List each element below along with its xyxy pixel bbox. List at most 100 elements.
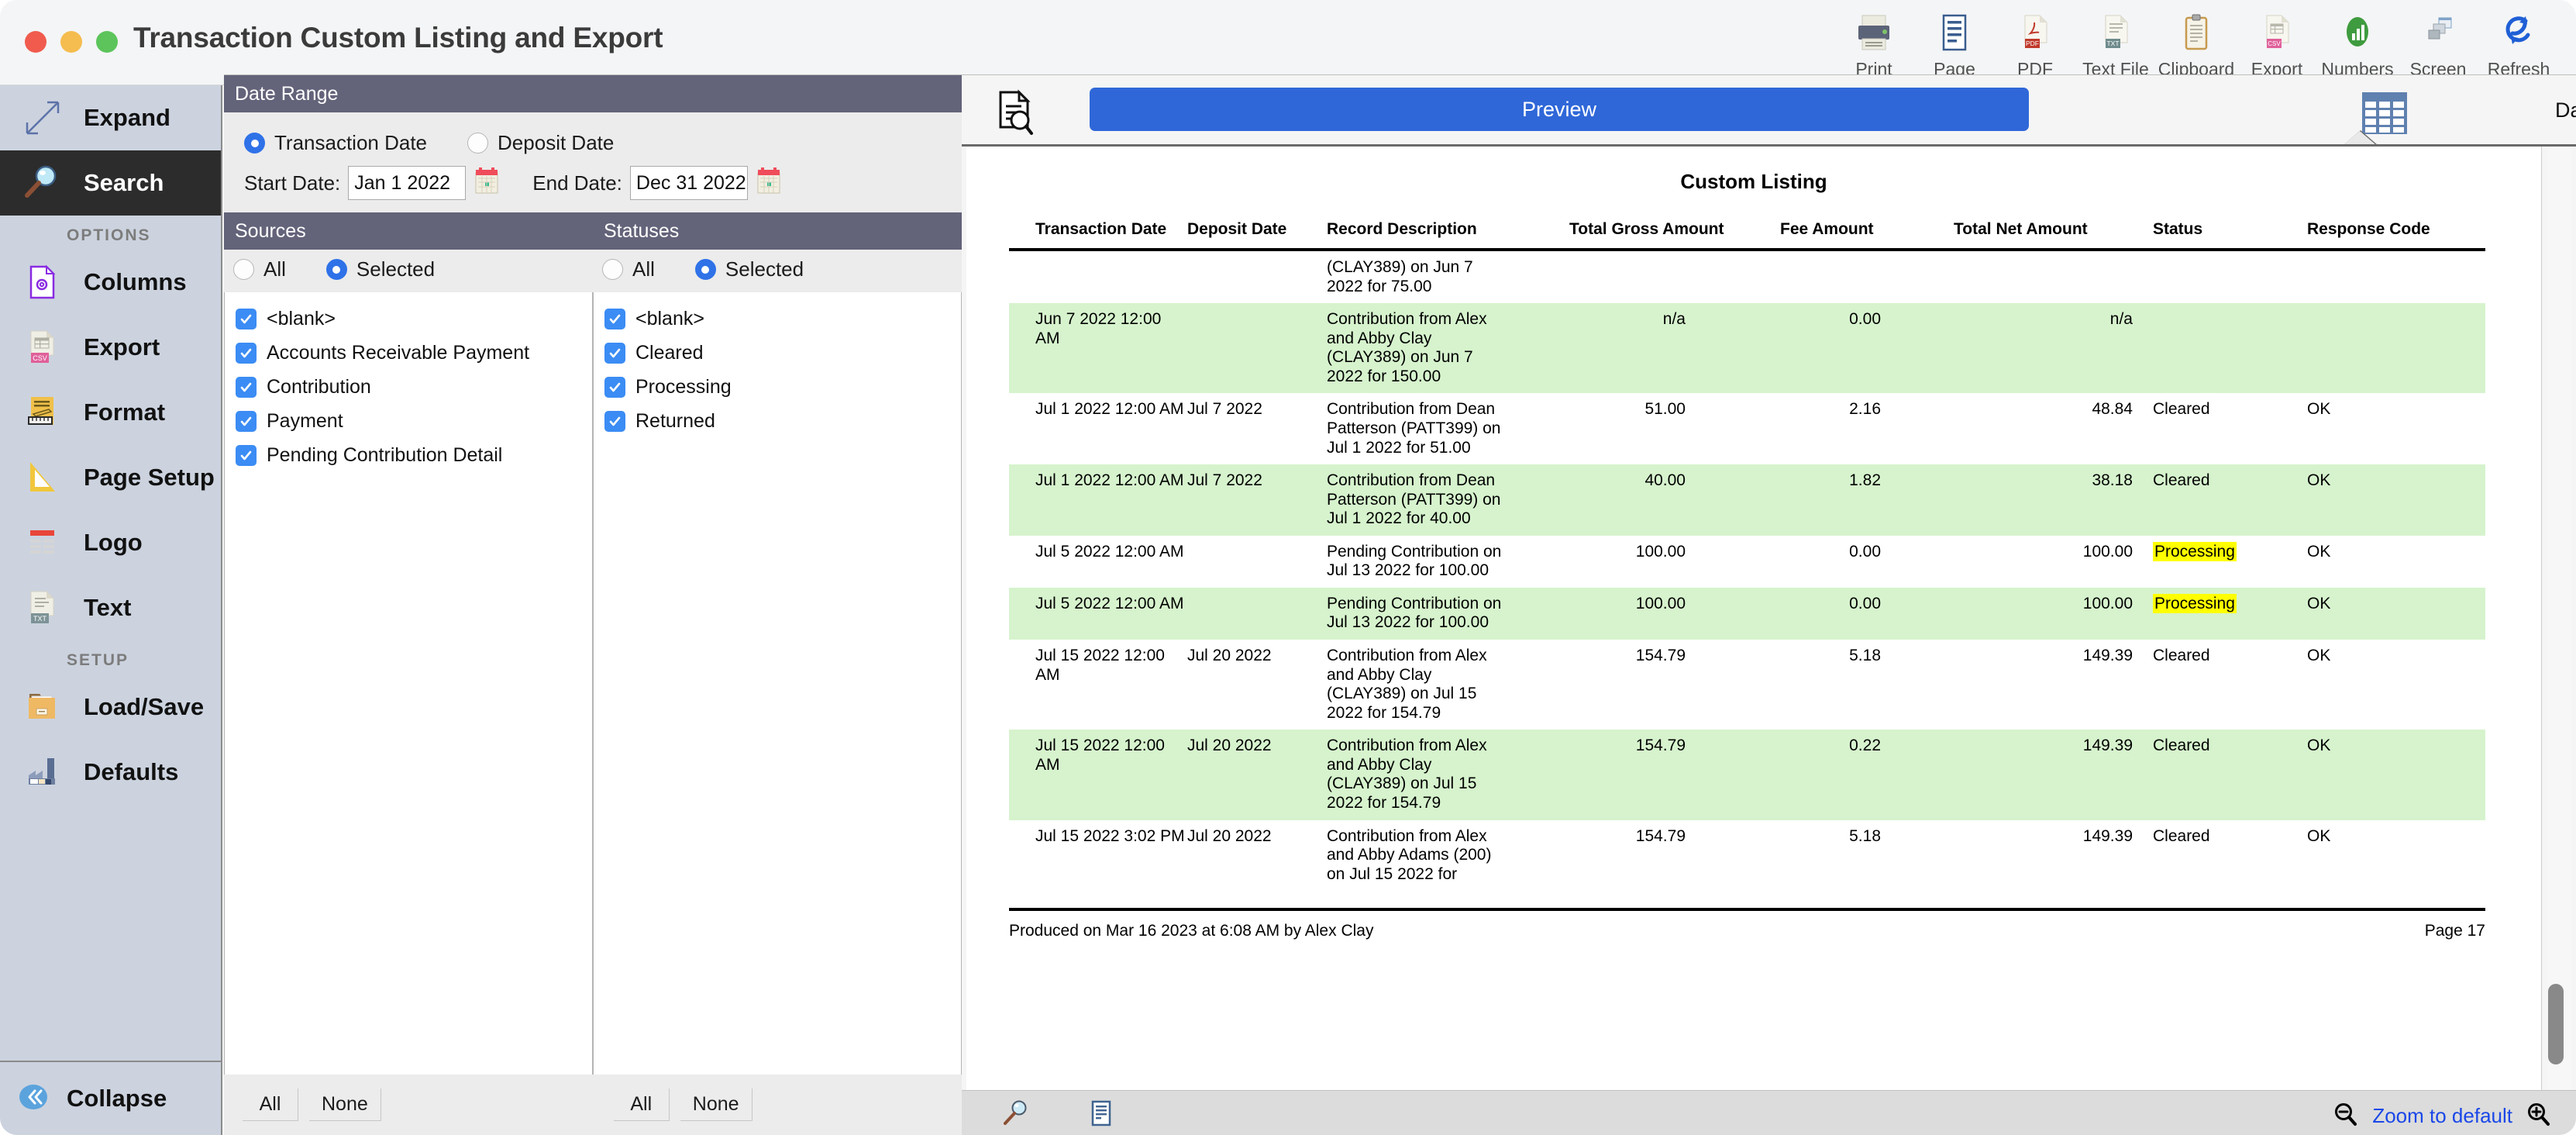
document-search-icon[interactable] (994, 89, 1049, 141)
radio-sources-selected-label: Selected (356, 257, 436, 281)
radio-transaction-date[interactable] (244, 133, 265, 154)
minimize-button[interactable] (60, 31, 82, 53)
table-row: Jun 7 2022 12:00 AM Contribution from Ale… (1009, 303, 2485, 394)
left-sidebar: Expand Search OPTIONS Columns CSV Export (0, 85, 222, 1135)
list-item[interactable]: Contribution (225, 370, 592, 404)
end-date-calendar-icon[interactable] (756, 167, 782, 198)
sidebar-item-label: Page Setup (84, 464, 215, 491)
sidebar-collapse-label: Collapse (67, 1085, 167, 1112)
column-header-total-gross-amount: Total Gross Amount (1569, 220, 1724, 238)
sidebar-item-expand[interactable]: Expand (0, 85, 221, 150)
zoom-to-default-button[interactable]: Zoom to default (2372, 1104, 2512, 1127)
checkbox[interactable] (236, 308, 257, 329)
checkbox[interactable] (604, 376, 625, 398)
radio-sources-selected[interactable] (325, 259, 347, 280)
radio-deposit-date[interactable] (467, 133, 489, 154)
checkbox[interactable] (604, 308, 625, 329)
toolbar-refresh-button[interactable]: Refresh (2478, 5, 2559, 80)
sidebar-item-label: Format (84, 398, 166, 426)
tab-preview[interactable]: Preview (1090, 88, 2029, 131)
sources-none-button[interactable]: None (309, 1088, 381, 1121)
toolbar-textfile-button[interactable]: TXT Text File (2075, 5, 2156, 80)
table-cell-net: 100.00 (2082, 542, 2133, 561)
magnifier-icon[interactable] (1000, 1099, 1031, 1132)
sidebar-item-page-setup[interactable]: Page Setup (0, 445, 221, 510)
column-header-transaction-date: Transaction Date (1035, 220, 1167, 238)
sidebar-item-text[interactable]: TXT Text (0, 575, 221, 640)
table-row: Jul 1 2022 12:00 AM Jul 7 2022 Contributio… (1009, 393, 2485, 464)
table-cell-deposit-date (1187, 536, 1327, 588)
radio-statuses-selected[interactable] (694, 259, 716, 280)
close-button[interactable] (25, 31, 46, 53)
start-date-input[interactable]: Jan 1 2022 (348, 166, 467, 200)
logo-banner-icon (11, 523, 73, 563)
checkbox[interactable] (604, 342, 625, 364)
sources-all-button[interactable]: All (243, 1088, 298, 1121)
statuses-list: <blank> Cleared Processing Returned (593, 292, 962, 1135)
vertical-scrollbar[interactable] (2548, 147, 2571, 1094)
grid-table-icon[interactable] (2361, 91, 2409, 140)
sidebar-item-defaults[interactable]: Defaults (0, 740, 221, 805)
end-date-input[interactable]: Dec 31 2022 (629, 166, 748, 200)
sidebar-collapse-button[interactable]: Collapse (0, 1061, 222, 1135)
table-cell-fee: 1.82 (1749, 464, 1935, 536)
maximize-button[interactable] (96, 31, 118, 53)
sources-list: <blank> Accounts Receivable Payment Cont… (224, 292, 593, 1135)
table-cell-net: n/a (1935, 303, 2140, 394)
sidebar-section-options: OPTIONS (67, 226, 151, 244)
toolbar-numbers-button[interactable]: Numbers (2317, 5, 2398, 80)
toolbar-clipboard-button[interactable]: Clipboard (2156, 5, 2237, 80)
list-item[interactable]: Accounts Receivable Payment (225, 336, 592, 370)
list-item[interactable]: Cleared (594, 336, 961, 370)
column-header-total-net-amount: Total Net Amount (1954, 220, 2088, 238)
columns-gear-icon (11, 262, 73, 302)
sidebar-item-label: Export (84, 333, 160, 361)
report-scroll-area[interactable]: Custom Listing Transaction Date Deposit … (962, 147, 2576, 1094)
checkbox[interactable] (236, 342, 257, 364)
zoom-in-icon[interactable] (2525, 1101, 2553, 1131)
table-cell-fee: 0.00 (1749, 587, 1935, 640)
list-item[interactable]: Pending Contribution Detail (225, 438, 592, 472)
radio-sources-all[interactable] (233, 259, 254, 280)
svg-text:TXT: TXT (33, 615, 47, 623)
vertical-scrollbar-thumb[interactable] (2548, 984, 2564, 1064)
toolbar-export-button[interactable]: CSV Export (2237, 5, 2317, 80)
table-cell-status: Cleared (2140, 464, 2307, 536)
toolbar-print-button[interactable]: Print (1834, 5, 1914, 80)
clipboard-icon (2178, 11, 2215, 54)
table-cell-description: Contribution from Alex and Abby Clay (CLAY… (1327, 730, 1532, 820)
checkbox[interactable] (236, 376, 257, 398)
document-icon[interactable] (1086, 1099, 1117, 1132)
sidebar-item-load-save[interactable]: Load/Save (0, 674, 221, 740)
checkbox[interactable] (236, 410, 257, 432)
list-item[interactable]: Payment (225, 404, 592, 438)
sidebar-item-export[interactable]: CSV Export (0, 315, 221, 380)
list-item[interactable]: <blank> (225, 302, 592, 336)
list-item[interactable]: Processing (594, 370, 961, 404)
zoom-out-icon[interactable] (2332, 1101, 2360, 1131)
toolbar-page-button[interactable]: Page (1914, 5, 1995, 80)
checkbox[interactable] (604, 410, 625, 432)
table-cell-description: Contribution from Dean Patterson (PATT399… (1327, 400, 1501, 457)
table-cell-description: Contribution from Alex and Abby Clay (CLAY… (1327, 647, 1487, 722)
start-date-calendar-icon[interactable] (474, 167, 500, 198)
statuses-none-button[interactable]: None (680, 1088, 752, 1121)
tab-data-label[interactable]: Data (2555, 98, 2576, 122)
list-item[interactable]: Returned (594, 404, 961, 438)
list-item-label: Returned (635, 409, 715, 432)
toolbar-pdf-button[interactable]: PDF PDF (1995, 5, 2075, 80)
sidebar-item-logo[interactable]: Logo (0, 510, 221, 575)
toolbar-screen-button[interactable]: Screen (2398, 5, 2478, 80)
table-cell-net: 149.39 (2082, 647, 2133, 664)
radio-statuses-all[interactable] (602, 259, 623, 280)
table-cell-response: OK (2307, 647, 2331, 664)
magnifier-icon (11, 163, 73, 203)
statuses-all-button[interactable]: All (613, 1088, 670, 1121)
checkbox[interactable] (236, 444, 257, 466)
list-item[interactable]: <blank> (594, 302, 961, 336)
list-item-label: Contribution (267, 375, 371, 398)
report-table-head: Transaction Date Deposit Date Record Des… (1009, 220, 2485, 250)
sidebar-item-format[interactable]: Format (0, 380, 221, 445)
sidebar-item-columns[interactable]: Columns (0, 250, 221, 315)
sidebar-item-search[interactable]: Search (0, 150, 221, 216)
